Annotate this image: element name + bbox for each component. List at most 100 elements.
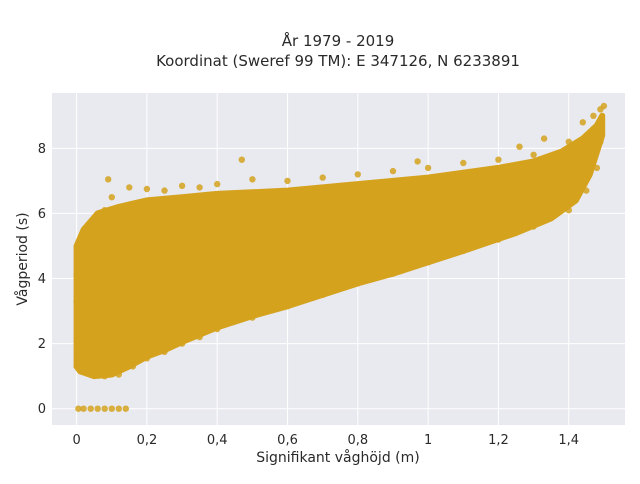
scatter-point bbox=[495, 156, 502, 163]
scatter-point bbox=[597, 138, 604, 145]
scatter-point bbox=[424, 259, 432, 266]
y-tick-label: 2 bbox=[38, 337, 46, 352]
x-axis-title: Signifikant våghöjd (m) bbox=[256, 449, 419, 466]
scatter-point bbox=[238, 156, 245, 163]
scatter-point bbox=[354, 171, 361, 178]
scatter-point bbox=[565, 207, 572, 214]
scatter-point bbox=[161, 348, 168, 355]
scatter-point bbox=[161, 187, 168, 194]
scatter-points bbox=[73, 102, 608, 412]
scatter-point bbox=[98, 223, 105, 230]
scatter-point bbox=[319, 236, 326, 243]
scatter-point bbox=[319, 174, 326, 181]
scatter-point bbox=[460, 207, 467, 214]
scatter-point bbox=[178, 340, 186, 347]
x-tick-label: 1 bbox=[424, 433, 432, 448]
scatter-point bbox=[80, 340, 87, 347]
scatter-point bbox=[530, 194, 537, 201]
y-tick-label: 4 bbox=[38, 272, 46, 287]
scatter-point bbox=[94, 242, 101, 250]
y-tick-label: 6 bbox=[38, 207, 46, 222]
scatter-point bbox=[108, 194, 116, 201]
scatter-point bbox=[389, 270, 397, 277]
scatter-point bbox=[540, 135, 548, 142]
scatter-point bbox=[414, 158, 421, 165]
scatter-point bbox=[115, 371, 123, 378]
scatter-point bbox=[600, 102, 608, 110]
scatter-point bbox=[424, 164, 432, 172]
scatter-point bbox=[495, 236, 502, 243]
scatter-point bbox=[129, 363, 137, 370]
scatter-point bbox=[231, 288, 238, 295]
chart-subtitle: Koordinat (Sweref 99 TM): E 347126, N 62… bbox=[156, 52, 520, 70]
scatter-point bbox=[284, 303, 291, 310]
scatter-point bbox=[108, 207, 116, 214]
scatter-point bbox=[105, 176, 112, 183]
scatter-point bbox=[389, 223, 397, 230]
chart-title: År 1979 - 2019 bbox=[282, 31, 395, 50]
scatter-point bbox=[73, 298, 80, 305]
scatter-point bbox=[80, 405, 87, 412]
scatter-point bbox=[122, 405, 129, 412]
scatter-point bbox=[590, 112, 597, 120]
scatter-point bbox=[249, 252, 256, 259]
scatter-point bbox=[495, 200, 502, 207]
scatter-point bbox=[115, 405, 123, 412]
scatter-point bbox=[354, 280, 361, 287]
scatter-point bbox=[196, 294, 203, 302]
x-tick-label: 0,8 bbox=[347, 433, 368, 448]
scatter-point bbox=[178, 182, 186, 189]
scatter-point bbox=[143, 185, 151, 193]
scatter-point bbox=[73, 363, 80, 370]
scatter-point bbox=[583, 187, 590, 194]
scatter-point bbox=[87, 301, 94, 308]
scatter-point bbox=[249, 314, 256, 321]
scatter-point bbox=[354, 229, 361, 237]
scatter-point bbox=[94, 405, 101, 412]
axis-ticks: 0 0,2 0,4 0,6 0,8 1 1,2 1,4 0 2 4 6 8 bbox=[38, 142, 579, 448]
scatter-point bbox=[91, 229, 98, 237]
x-tick-label: 0,6 bbox=[277, 433, 298, 448]
scatter-point bbox=[319, 291, 326, 298]
x-tick-label: 0,2 bbox=[137, 433, 158, 448]
scatter-point bbox=[84, 320, 91, 328]
scatter-point bbox=[161, 307, 168, 315]
x-tick-label: 0 bbox=[72, 433, 80, 448]
scatter-point bbox=[214, 180, 221, 188]
scatter-point bbox=[73, 272, 80, 279]
scatter-point bbox=[75, 405, 82, 412]
scatter-point bbox=[530, 151, 537, 158]
x-tick-label: 0,4 bbox=[207, 433, 228, 448]
scatter-point bbox=[565, 177, 572, 185]
y-tick-label: 8 bbox=[38, 142, 46, 157]
scatter-point bbox=[178, 268, 186, 276]
scatter-point bbox=[101, 373, 108, 380]
scatter-point bbox=[593, 164, 601, 172]
scatter-point bbox=[249, 176, 256, 183]
scatter-point bbox=[214, 325, 221, 333]
y-tick-label: 0 bbox=[38, 402, 46, 417]
y-axis-title: Vågperiod (s) bbox=[14, 212, 31, 305]
scatter-point bbox=[196, 184, 203, 191]
scatter-point bbox=[565, 138, 572, 145]
x-tick-label: 1,2 bbox=[488, 433, 509, 448]
scatter-point bbox=[91, 275, 98, 282]
scatter-point bbox=[87, 405, 94, 412]
scatter-point bbox=[143, 355, 151, 362]
scatter-point bbox=[126, 291, 133, 298]
scatter-point bbox=[143, 259, 151, 266]
scatter-point bbox=[579, 119, 586, 126]
scatter-point bbox=[76, 356, 84, 364]
scatter-point bbox=[126, 184, 133, 191]
x-tick-label: 1,4 bbox=[558, 433, 579, 448]
scatter-point bbox=[389, 167, 397, 175]
scatter-point bbox=[91, 324, 98, 331]
scatter-point bbox=[516, 143, 523, 150]
scatter-point bbox=[214, 255, 221, 263]
scatter-point bbox=[460, 159, 467, 167]
scatter-point bbox=[101, 405, 108, 412]
scatter-point bbox=[108, 307, 116, 315]
scatter-point bbox=[460, 247, 467, 255]
